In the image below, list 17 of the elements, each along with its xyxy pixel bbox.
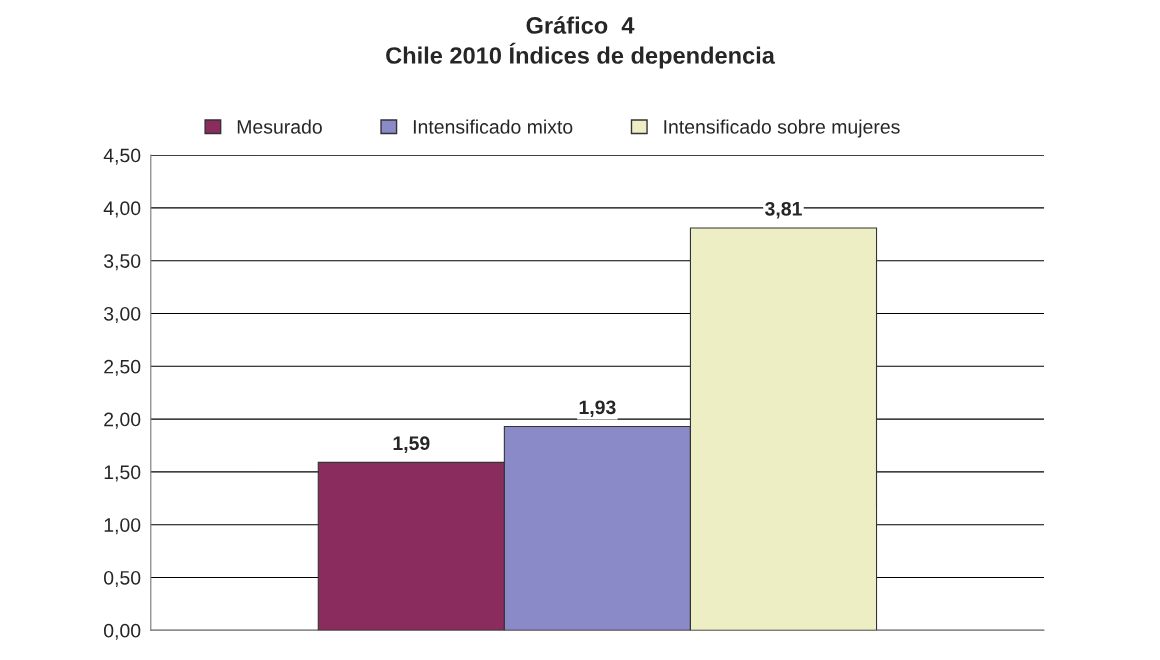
y-tick-label: 2,50	[104, 359, 141, 376]
y-tick-label: 2,00	[104, 412, 141, 429]
chart-title: Gráfico 4 Chile 2010 Índices de dependencia	[386, 16, 776, 69]
y-tick-label: 0,00	[104, 623, 141, 640]
y-tick-label: 1,00	[104, 518, 141, 535]
y-tick-label: 3,00	[103, 306, 141, 324]
y-tick-label: 1,50	[104, 465, 141, 482]
data-label: 1,59	[393, 436, 430, 453]
y-tick-label: 0,50	[104, 570, 141, 588]
y-tick-label: 4,50	[103, 148, 141, 165]
legend-label: Mesurado	[237, 119, 322, 134]
y-tick-label: 4,00	[103, 201, 141, 218]
data-label: 3,81	[765, 201, 802, 219]
y-tick-label: 3,50	[103, 254, 141, 271]
legend-label: Intensificado sobre mujeres	[664, 119, 900, 138]
legend-label: Intensificado mixto	[413, 119, 573, 134]
data-label: 1,93	[579, 400, 616, 418]
